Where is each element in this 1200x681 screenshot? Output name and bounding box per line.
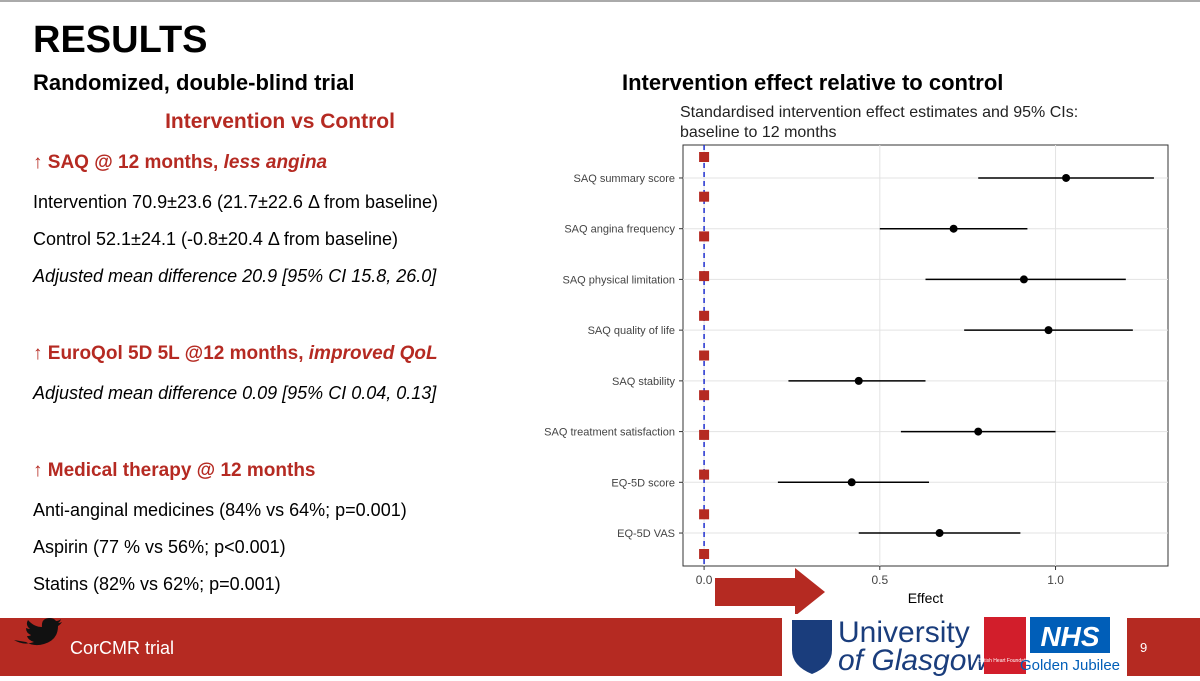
chart-title: baseline to 12 months <box>680 124 837 141</box>
y-tick-label: EQ-5D score <box>611 477 675 489</box>
heading-emphasis: less angina <box>224 152 328 173</box>
x-tick-label: 0.0 <box>696 573 713 587</box>
page-number: 9 <box>1140 640 1147 655</box>
y-tick-label: SAQ summary score <box>574 173 675 185</box>
forest-plot: Standardised intervention effect estimat… <box>544 104 1169 606</box>
section-heading: ↑ SAQ @ 12 months, less angina <box>33 152 328 173</box>
control-marker <box>699 310 710 321</box>
control-marker <box>699 350 710 361</box>
right-heading: Intervention effect relative to control <box>622 70 1003 95</box>
x-tick-label: 0.5 <box>871 573 888 587</box>
heading-text: ↑ Medical therapy @ 12 months <box>33 460 316 481</box>
left-heading: Randomized, double-blind trial <box>33 70 354 95</box>
x-tick-label: 1.0 <box>1047 573 1064 587</box>
result-line: Control 52.1±24.1 (-0.8±20.4 Δ from base… <box>33 229 398 249</box>
arrow <box>715 568 825 616</box>
estimate-point <box>847 478 856 487</box>
logo-text: Golden Jubilee <box>1020 657 1120 674</box>
plot-panel <box>682 144 1169 567</box>
logo-text: University <box>838 616 970 649</box>
comparison: Intervention vs Control <box>165 110 395 133</box>
estimate-point <box>935 529 944 538</box>
control-marker <box>699 429 710 440</box>
y-tick-label: SAQ angina frequency <box>564 224 675 236</box>
chart-title: Standardised intervention effect estimat… <box>680 104 1078 121</box>
y-tick-label: SAQ treatment satisfaction <box>544 427 675 439</box>
control-marker <box>699 271 710 282</box>
twitter-icon <box>14 618 62 646</box>
heading-text: ↑ EuroQol 5D 5L @12 months, <box>33 343 309 364</box>
bhf-logo <box>984 617 1026 674</box>
result-line: Aspirin (77 % vs 56%; p<0.001) <box>33 537 286 557</box>
estimate-point <box>974 427 983 436</box>
heading-emphasis: improved QoL <box>309 343 438 364</box>
x-axis-label: Effect <box>908 590 944 606</box>
y-tick-label: SAQ quality of life <box>588 325 675 337</box>
control-marker <box>699 152 710 162</box>
estimate-point <box>949 224 958 233</box>
logo-text: of Glasgow <box>838 644 990 676</box>
crest <box>792 620 832 674</box>
control-marker <box>699 191 710 202</box>
control-marker <box>699 231 710 242</box>
control-marker <box>699 549 710 559</box>
y-tick-label: EQ-5D VAS <box>617 528 675 540</box>
result-line: Intervention 70.9±23.6 (21.7±22.6 Δ from… <box>33 192 438 212</box>
control-marker <box>699 390 710 401</box>
heading-text: ↑ SAQ @ 12 months, <box>33 152 224 173</box>
estimate-point <box>1019 275 1028 284</box>
estimate-point <box>854 376 863 385</box>
section-heading: ↑ EuroQol 5D 5L @12 months, improved QoL <box>33 343 438 364</box>
logo-text: NHS <box>1040 621 1099 652</box>
result-line: Adjusted mean difference 0.09 [95% CI 0.… <box>32 383 437 403</box>
y-tick-label: SAQ physical limitation <box>563 274 676 286</box>
nhs-logo <box>1030 617 1110 653</box>
result-line: Adjusted mean difference 20.9 [95% CI 15… <box>32 266 437 286</box>
control-marker <box>699 469 710 480</box>
control-marker <box>699 509 710 520</box>
logo-text: British Heart Foundation <box>978 658 1032 664</box>
footer-text: CorCMR trial <box>70 638 174 658</box>
y-tick-label: SAQ stability <box>612 376 675 388</box>
result-line: Statins (82% vs 62%; p=0.001) <box>33 574 281 594</box>
result-line: Anti-anginal medicines (84% vs 64%; p=0.… <box>33 500 407 520</box>
estimate-point <box>1044 326 1053 335</box>
slide-title: RESULTS <box>33 19 208 61</box>
estimate-point <box>1062 173 1071 182</box>
results-text: ↑ SAQ @ 12 months, less angina Interventi… <box>32 152 438 594</box>
section-heading: ↑ Medical therapy @ 12 months <box>33 460 316 481</box>
